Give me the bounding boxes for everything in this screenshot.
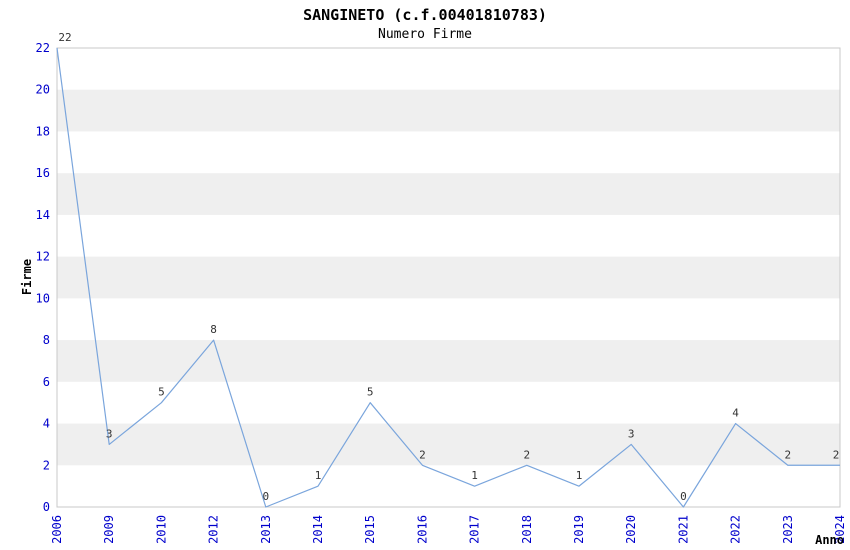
x-tick-label: 2017 [468,515,482,544]
x-tick-label: 2023 [781,515,795,544]
y-tick-label: 6 [43,375,50,389]
y-tick-label: 12 [36,250,50,264]
data-point-label: 3 [628,427,635,440]
data-point-label: 4 [732,407,739,420]
x-tick-label: 2020 [624,515,638,544]
plot-band [57,340,840,382]
y-tick-label: 10 [36,291,50,305]
plot-band [57,256,840,299]
data-point-label: 22 [58,31,71,44]
data-point-label: 3 [106,427,113,440]
x-tick-label: 2024 [833,515,847,544]
y-tick-label: 4 [43,417,50,431]
x-tick-label: 2014 [311,515,325,544]
data-point-label: 2 [419,448,426,461]
data-point-label: 5 [367,386,374,399]
data-point-label: 0 [262,490,269,503]
plot-band [57,173,840,215]
y-tick-label: 0 [43,500,50,514]
plot-border [56,47,841,508]
data-point-label: 2 [784,448,791,461]
x-tick-label: 2018 [520,515,534,544]
data-point-label: 1 [576,469,583,482]
x-tick-label: 2019 [572,515,586,544]
x-tick-label: 2012 [207,515,221,544]
data-point-label: 2 [523,448,530,461]
y-tick-label: 20 [36,83,50,97]
chart-title: SANGINETO (c.f.00401810783) [303,6,547,24]
series-line [56,47,840,508]
x-tick-label: 2022 [729,515,743,544]
y-tick-label: 22 [36,41,50,55]
data-point-label: 2 [833,448,840,461]
plot-band [57,89,840,132]
plot-band [57,423,840,466]
x-tick-label: 2016 [415,515,429,544]
data-point-label: 5 [158,386,165,399]
data-point-label: 1 [315,469,322,482]
x-tick-label: 2010 [154,515,168,544]
data-point-label: 0 [680,490,687,503]
x-tick-label: 2013 [259,515,273,544]
y-tick-label: 14 [36,208,50,222]
x-tick-label: 2021 [676,515,690,544]
y-tick-label: 16 [36,166,50,180]
y-tick-label: 18 [36,124,50,138]
x-axis-title: Anno [815,533,844,547]
x-tick-label: 2006 [50,515,64,544]
chart-subtitle: Numero Firme [378,27,472,42]
y-tick-label: 8 [43,333,50,347]
data-point-label: 1 [471,469,478,482]
x-tick-label: 2009 [102,515,116,544]
x-tick-label: 2015 [363,515,377,544]
y-tick-label: 2 [43,458,50,472]
data-point-label: 8 [210,323,217,336]
